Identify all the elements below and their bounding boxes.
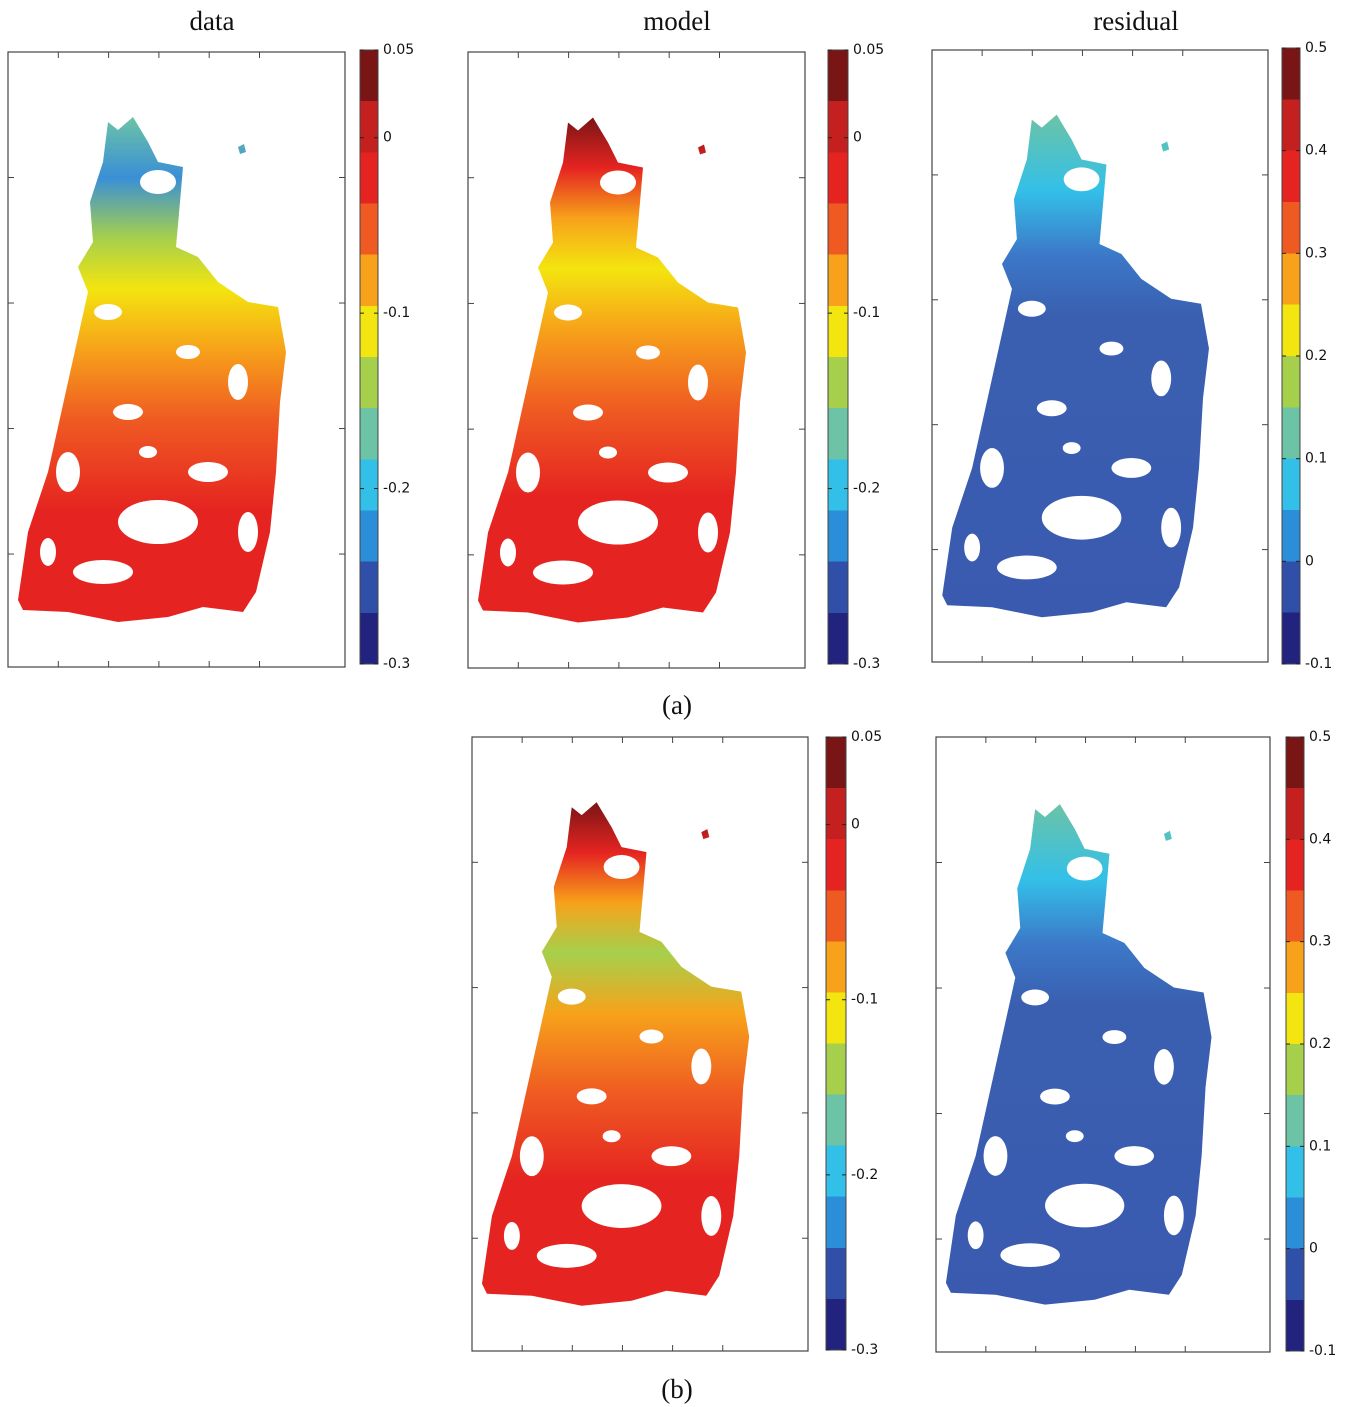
map-frame xyxy=(931,49,1269,663)
colorbar-tick-label: 0.4 xyxy=(1305,143,1327,159)
colorbar-tick-label: 0.05 xyxy=(853,42,884,58)
map-frame xyxy=(7,51,346,668)
colorbar-tick-label: 0.05 xyxy=(851,729,882,745)
colorbar-tick-label: 0.4 xyxy=(1309,831,1331,847)
colorbar-tick-label: -0.1 xyxy=(1309,1343,1336,1359)
colorbar-tick-label: -0.1 xyxy=(383,305,410,321)
map xyxy=(942,114,1209,618)
colorbar xyxy=(359,49,379,665)
colorbar-tick-label: 0.5 xyxy=(1309,729,1331,745)
colorbar-tick-label: 0.3 xyxy=(1309,934,1331,950)
colorbar-tick-label: 0.2 xyxy=(1309,1036,1331,1052)
map-frame xyxy=(935,736,1271,1353)
caption: (a) xyxy=(662,690,692,720)
colorbar-tick-label: 0.05 xyxy=(383,42,414,58)
colorbar-tick-label: -0.1 xyxy=(851,992,878,1008)
colorbar-tick-label: -0.3 xyxy=(851,1342,878,1358)
colorbar-tick-label: -0.1 xyxy=(1305,656,1332,672)
map-frame xyxy=(471,736,809,1352)
map-frame xyxy=(467,51,806,669)
colorbar-tick-label: -0.2 xyxy=(853,481,880,497)
column-title: data xyxy=(190,6,235,36)
colorbar-tick-label: -0.2 xyxy=(383,481,410,497)
colorbar-tick-label: -0.1 xyxy=(853,305,880,321)
colorbar-tick-label: 0.3 xyxy=(1305,245,1327,261)
colorbar-tick-label: 0 xyxy=(383,130,392,146)
colorbar-tick-label: 0.1 xyxy=(1305,451,1327,467)
colorbar-tick-label: -0.3 xyxy=(383,656,410,672)
colorbar-tick-label: 0 xyxy=(853,130,862,146)
map xyxy=(945,804,1212,1305)
colorbar xyxy=(825,736,847,1351)
colorbar-tick-label: 0 xyxy=(851,817,860,833)
map xyxy=(18,117,286,622)
colorbar xyxy=(827,49,849,665)
colorbar-tick-label: 0.1 xyxy=(1309,1138,1331,1154)
colorbar-tick-label: 0.2 xyxy=(1305,348,1327,364)
colorbar-tick-label: -0.3 xyxy=(853,656,880,672)
column-title: residual xyxy=(1093,6,1178,36)
caption: (b) xyxy=(661,1374,692,1404)
colorbar-tick-label: -0.2 xyxy=(851,1167,878,1183)
colorbar-tick-label: 0 xyxy=(1305,553,1314,569)
map xyxy=(478,117,746,623)
colorbar-tick-label: 0 xyxy=(1309,1241,1318,1257)
map xyxy=(481,802,750,1306)
colorbar-tick-label: 0.5 xyxy=(1305,40,1327,56)
column-title: model xyxy=(643,6,711,36)
